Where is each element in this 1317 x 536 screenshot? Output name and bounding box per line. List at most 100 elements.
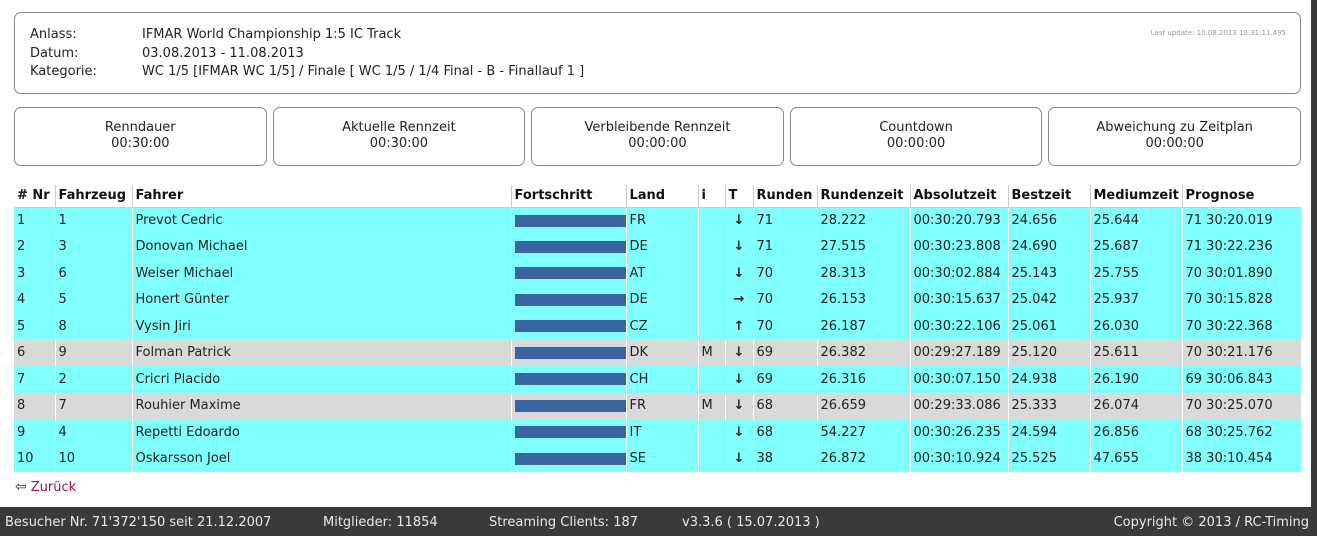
cell-mediumzeit: 26.074 xyxy=(1089,392,1182,419)
member-count: Mitglieder: 11854 xyxy=(323,515,438,530)
cell-land: DK xyxy=(625,339,698,366)
table-row[interactable]: 4 5 Honert Günter DE → 70 26.153 00:30:15.637 25… xyxy=(14,286,1301,313)
cell-bestzeit: 25.525 xyxy=(1007,445,1090,472)
cell-mediumzeit: 26.190 xyxy=(1089,366,1182,393)
timer-aktuelle-rennzeit: Aktuelle Rennzeit 00:30:00 xyxy=(272,107,526,166)
cell-absolutzeit: 00:30:26.235 xyxy=(909,419,1008,446)
cell-absolutzeit: 00:30:20.793 xyxy=(909,207,1008,234)
cell-fahrzeug: 6 xyxy=(54,260,132,287)
cell-fortschritt xyxy=(510,207,626,234)
cell-land: IT xyxy=(625,419,698,446)
cell-land: CH xyxy=(625,366,698,393)
cell-bestzeit: 25.333 xyxy=(1007,392,1090,419)
cell-trend: ↓ xyxy=(724,419,753,446)
cell-rundenzeit: 26.382 xyxy=(816,339,910,366)
cell-absolutzeit: 00:30:15.637 xyxy=(909,286,1008,313)
column-header-absolutzeit[interactable]: Absolutzeit xyxy=(909,185,1008,208)
timer-label: Abweichung zu Zeitplan xyxy=(1096,120,1253,135)
column-header-runden[interactable]: Runden xyxy=(752,185,817,208)
cell-prognose: 70 30:21.176 xyxy=(1181,339,1301,366)
progress-bar xyxy=(514,426,626,439)
streaming-clients: Streaming Clients: 187 xyxy=(489,515,639,530)
column-header-mediumzeit[interactable]: Mediumzeit xyxy=(1089,185,1182,208)
arrow-down-icon: ↓ xyxy=(733,265,745,281)
table-row[interactable]: 6 9 Folman Patrick DK M ↓ 69 26.382 00:29:27.189… xyxy=(14,339,1301,366)
cell-absolutzeit: 00:30:22.106 xyxy=(909,313,1008,340)
cell-land: DE xyxy=(625,233,698,260)
progress-bar xyxy=(514,320,626,333)
cell-bestzeit: 25.143 xyxy=(1007,260,1090,287)
table-row[interactable]: 3 6 Weiser Michael AT ↓ 70 28.313 00:30:02.884 2… xyxy=(14,260,1301,287)
visitor-count: Besucher Nr. 71'372'150 seit 21.12.2007 xyxy=(5,515,272,530)
column-header-fahrer[interactable]: Fahrer xyxy=(131,185,511,208)
cell-runden: 71 xyxy=(752,207,817,234)
cell-bestzeit: 24.594 xyxy=(1007,419,1090,446)
timer-label: Countdown xyxy=(879,120,953,135)
progress-bar xyxy=(514,293,626,306)
table-row[interactable]: 10 10 Oskarsson Joel SE ↓ 38 26.872 00:30:10.92… xyxy=(14,445,1301,472)
progress-bar xyxy=(514,452,626,465)
column-header-nr[interactable]: # Nr xyxy=(14,185,55,208)
cell-runden: 70 xyxy=(752,286,817,313)
cell-fortschritt xyxy=(510,392,626,419)
cell-rundenzeit: 26.187 xyxy=(816,313,910,340)
cell-fortschritt xyxy=(510,419,626,446)
cell-bestzeit: 24.938 xyxy=(1007,366,1090,393)
cell-runden: 69 xyxy=(752,339,817,366)
cell-prognose: 70 30:22.368 xyxy=(1181,313,1301,340)
timer-value: 00:00:00 xyxy=(886,136,946,151)
arrow-down-icon: ↓ xyxy=(733,451,745,467)
arrow-down-icon: ↓ xyxy=(733,398,745,414)
cell-mediumzeit: 26.856 xyxy=(1089,419,1182,446)
cell-fortschritt xyxy=(510,339,626,366)
table-row[interactable]: 1 1 Prevot Cedric FR ↓ 71 28.222 00:30:20.793 24… xyxy=(14,207,1301,234)
cell-rundenzeit: 26.316 xyxy=(816,366,910,393)
timer-label: Verbleibende Rennzeit xyxy=(584,120,731,135)
cell-i: M xyxy=(697,392,725,419)
cell-mediumzeit: 47.655 xyxy=(1089,445,1182,472)
column-header-fahrzeug[interactable]: Fahrzeug xyxy=(54,185,132,208)
cell-absolutzeit: 00:30:07.150 xyxy=(909,366,1008,393)
cell-fahrzeug: 3 xyxy=(54,233,132,260)
cell-mediumzeit: 25.687 xyxy=(1089,233,1182,260)
race-info-panel: Anlass: IFMAR World Championship 1:5 IC … xyxy=(14,12,1301,94)
cell-i xyxy=(697,260,725,287)
column-header-t[interactable]: T xyxy=(724,185,753,208)
cell-absolutzeit: 00:30:10.924 xyxy=(909,445,1008,472)
cell-runden: 68 xyxy=(752,392,817,419)
cell-mediumzeit: 25.755 xyxy=(1089,260,1182,287)
table-row[interactable]: 2 3 Donovan Michael DE ↓ 71 27.515 00:30:23.808… xyxy=(14,233,1301,260)
vertical-scrollbar[interactable] xyxy=(1311,0,1317,507)
progress-bar xyxy=(514,267,626,280)
cell-nr: 9 xyxy=(14,419,55,446)
column-header-i[interactable]: i xyxy=(697,185,725,208)
arrow-left-icon[interactable]: ⇦ xyxy=(15,479,27,495)
timer-value: 00:00:00 xyxy=(628,136,687,151)
column-header-bestzeit[interactable]: Bestzeit xyxy=(1007,185,1090,208)
cell-i: M xyxy=(697,339,725,366)
column-header-land[interactable]: Land xyxy=(625,185,698,208)
info-row-datum: Datum: 03.08.2013 - 11.08.2013 xyxy=(30,45,1285,64)
table-row[interactable]: 8 7 Rouhier Maxime FR M ↓ 68 26.659 00:29:33.086… xyxy=(14,392,1301,419)
table-row[interactable]: 9 4 Repetti Edoardo IT ↓ 68 54.227 00:30:26.235… xyxy=(14,419,1301,446)
cell-nr: 1 xyxy=(14,207,55,234)
column-header-fortschritt[interactable]: Fortschritt xyxy=(510,185,626,208)
info-row-anlass: Anlass: IFMAR World Championship 1:5 IC … xyxy=(30,26,1285,45)
arrow-up-icon: ↑ xyxy=(733,318,745,334)
cell-trend: ↓ xyxy=(724,339,753,366)
progress-bar xyxy=(514,399,626,412)
table-row[interactable]: 5 8 Vysin Jiri CZ ↑ 70 26.187 00:30:22.106 25.06… xyxy=(14,313,1301,340)
back-navigation[interactable]: ⇦ Zurück xyxy=(15,479,76,495)
cell-land: FR xyxy=(625,207,698,234)
column-header-prognose[interactable]: Prognose xyxy=(1181,185,1301,208)
timer-label: Renndauer xyxy=(104,120,176,135)
table-row[interactable]: 7 2 Cricri Placido CH ↓ 69 26.316 00:30:07.150 2… xyxy=(14,366,1301,393)
cell-rundenzeit: 26.872 xyxy=(816,445,910,472)
table-header-row: # Nr Fahrzeug Fahrer Fortschritt Land i … xyxy=(14,185,1301,208)
timer-value: 00:30:00 xyxy=(111,136,170,151)
cell-prognose: 70 30:15.828 xyxy=(1181,286,1301,313)
column-header-rundenzeit[interactable]: Rundenzeit xyxy=(816,185,910,208)
cell-nr: 7 xyxy=(14,366,55,393)
back-link[interactable]: Zurück xyxy=(30,479,77,495)
copyright-text: Copyright © 2013 / RC-Timing xyxy=(1113,515,1309,530)
